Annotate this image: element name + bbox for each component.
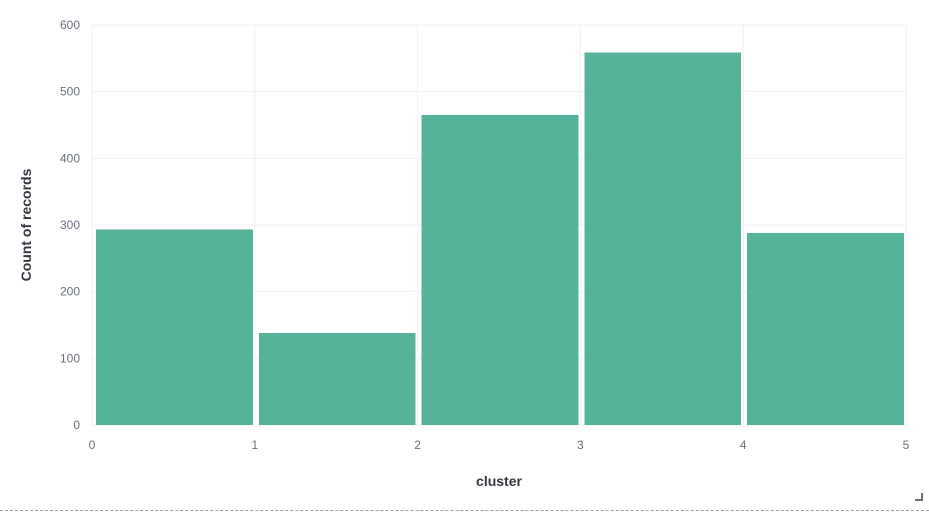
x-tick-label: 5 <box>903 438 910 452</box>
resize-corner-icon[interactable] <box>915 493 923 501</box>
y-axis-ticks: 0 100 200 300 400 500 600 <box>60 18 80 432</box>
bar[interactable] <box>96 229 253 425</box>
bar[interactable] <box>584 52 742 425</box>
bar[interactable] <box>747 233 904 425</box>
bar[interactable] <box>421 115 579 425</box>
x-tick-label: 0 <box>89 438 96 452</box>
y-tick-label: 200 <box>60 285 80 299</box>
x-tick-label: 3 <box>577 438 584 452</box>
y-tick-label: 400 <box>60 151 80 165</box>
y-tick-label: 300 <box>60 218 80 232</box>
x-axis-title: cluster <box>476 473 522 489</box>
y-tick-label: 0 <box>73 418 80 432</box>
y-tick-label: 100 <box>60 351 80 365</box>
y-tick-label: 500 <box>60 85 80 99</box>
panel-border <box>0 510 929 511</box>
x-axis-ticks: 0 1 2 3 4 5 <box>89 438 910 452</box>
y-axis-title: Count of records <box>18 168 34 281</box>
bar[interactable] <box>258 333 416 425</box>
x-tick-label: 1 <box>251 438 258 452</box>
x-tick-label: 2 <box>414 438 421 452</box>
y-tick-label: 600 <box>60 18 80 32</box>
bars <box>96 52 904 425</box>
x-tick-label: 4 <box>740 438 747 452</box>
